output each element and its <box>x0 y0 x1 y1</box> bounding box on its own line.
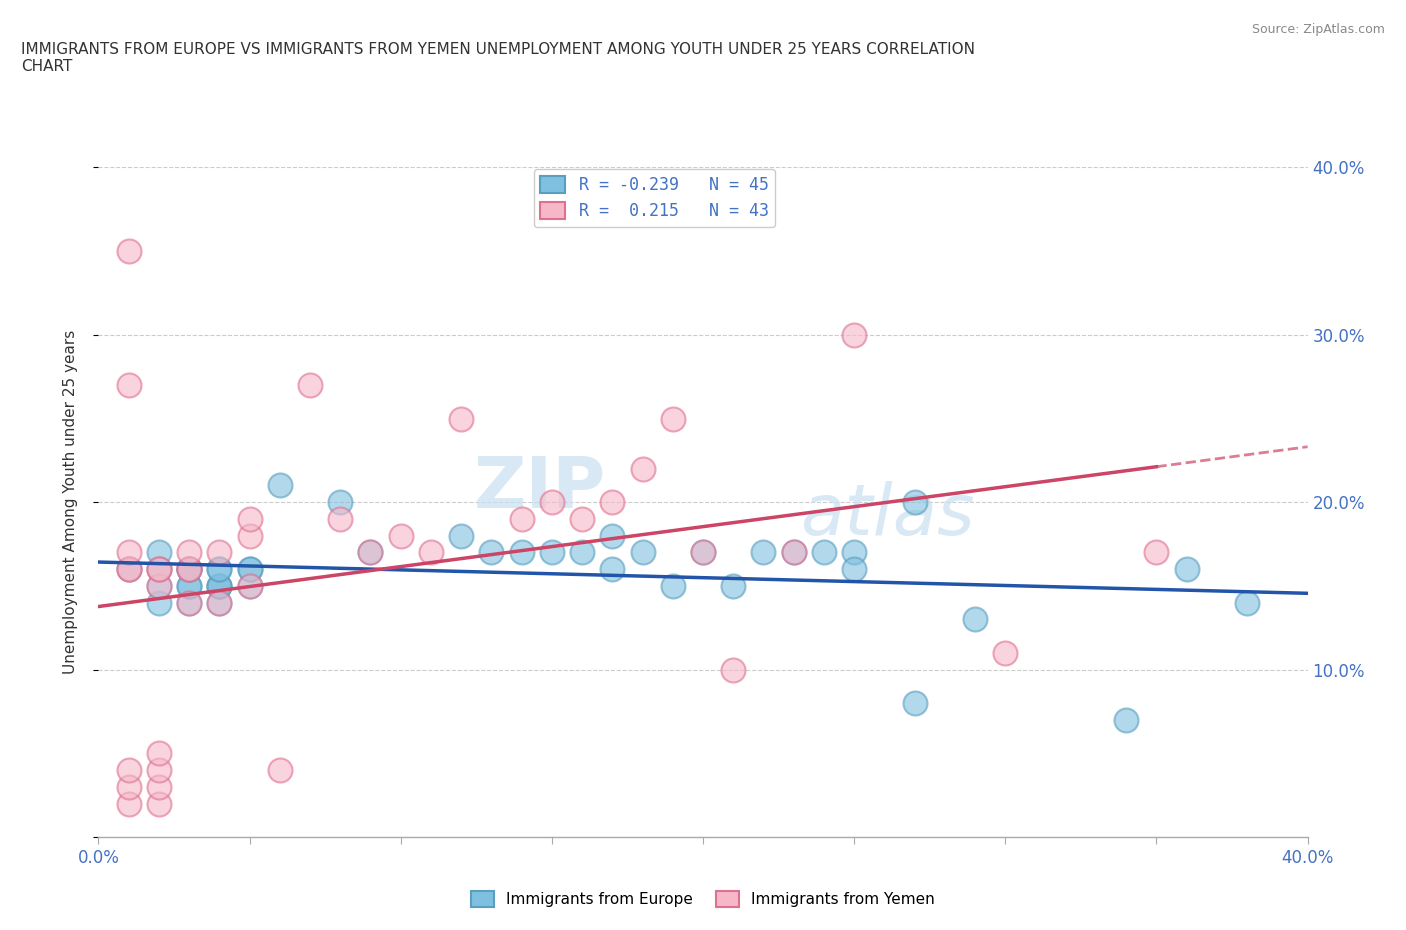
Point <box>179 562 201 577</box>
Point <box>723 662 745 677</box>
Point <box>844 562 866 577</box>
Text: atlas: atlas <box>800 481 974 550</box>
Point <box>510 512 533 526</box>
Point <box>360 545 382 560</box>
Point <box>723 578 745 593</box>
Point <box>602 528 624 543</box>
Point <box>904 696 927 711</box>
Point <box>148 746 170 761</box>
Point <box>752 545 775 560</box>
Point <box>208 578 231 593</box>
Point <box>208 578 231 593</box>
Point <box>148 796 170 811</box>
Point <box>662 578 685 593</box>
Point <box>148 779 170 794</box>
Point <box>118 562 141 577</box>
Point <box>148 562 170 577</box>
Point <box>208 595 231 610</box>
Point <box>783 545 806 560</box>
Point <box>208 578 231 593</box>
Point <box>844 327 866 342</box>
Point <box>631 545 654 560</box>
Point <box>450 528 472 543</box>
Point <box>571 512 593 526</box>
Point <box>269 763 291 777</box>
Point <box>239 578 262 593</box>
Point <box>360 545 382 560</box>
Point <box>118 562 141 577</box>
Point <box>510 545 533 560</box>
Point <box>602 495 624 510</box>
Point <box>179 595 201 610</box>
Point <box>662 411 685 426</box>
Point <box>148 595 170 610</box>
Point <box>118 796 141 811</box>
Point <box>965 612 987 627</box>
Point <box>118 763 141 777</box>
Point <box>148 763 170 777</box>
Point <box>118 562 141 577</box>
Point <box>994 645 1017 660</box>
Point <box>1144 545 1167 560</box>
Point <box>208 545 231 560</box>
Y-axis label: Unemployment Among Youth under 25 years: Unemployment Among Youth under 25 years <box>63 330 77 674</box>
Point <box>540 545 562 560</box>
Point <box>844 545 866 560</box>
Point <box>481 545 503 560</box>
Text: IMMIGRANTS FROM EUROPE VS IMMIGRANTS FROM YEMEN UNEMPLOYMENT AMONG YOUTH UNDER 2: IMMIGRANTS FROM EUROPE VS IMMIGRANTS FRO… <box>21 42 976 74</box>
Point <box>148 545 170 560</box>
Point <box>904 495 927 510</box>
Point <box>389 528 412 543</box>
Point <box>239 562 262 577</box>
Point <box>571 545 593 560</box>
Point <box>239 578 262 593</box>
Point <box>148 562 170 577</box>
Point <box>148 578 170 593</box>
Point <box>118 378 141 392</box>
Point <box>631 461 654 476</box>
Point <box>420 545 443 560</box>
Point <box>179 562 201 577</box>
Point <box>692 545 714 560</box>
Point <box>208 562 231 577</box>
Legend: R = -0.239   N = 45, R =  0.215   N = 43: R = -0.239 N = 45, R = 0.215 N = 43 <box>534 169 776 227</box>
Point <box>179 562 201 577</box>
Point <box>179 578 201 593</box>
Point <box>118 545 141 560</box>
Point <box>299 378 322 392</box>
Point <box>450 411 472 426</box>
Point <box>118 244 141 259</box>
Point <box>148 578 170 593</box>
Point <box>540 495 562 510</box>
Point <box>269 478 291 493</box>
Point <box>208 595 231 610</box>
Point <box>179 595 201 610</box>
Point <box>329 512 352 526</box>
Point <box>239 562 262 577</box>
Point <box>1175 562 1198 577</box>
Point <box>118 779 141 794</box>
Point <box>179 578 201 593</box>
Legend: Immigrants from Europe, Immigrants from Yemen: Immigrants from Europe, Immigrants from … <box>465 884 941 913</box>
Point <box>179 545 201 560</box>
Point <box>813 545 835 560</box>
Text: Source: ZipAtlas.com: Source: ZipAtlas.com <box>1251 23 1385 36</box>
Point <box>1115 712 1137 727</box>
Point <box>208 562 231 577</box>
Point <box>692 545 714 560</box>
Point <box>1236 595 1258 610</box>
Text: ZIP: ZIP <box>474 455 606 524</box>
Point <box>783 545 806 560</box>
Point <box>602 562 624 577</box>
Point <box>148 562 170 577</box>
Point <box>239 528 262 543</box>
Point <box>329 495 352 510</box>
Point <box>239 512 262 526</box>
Point <box>179 562 201 577</box>
Point <box>179 562 201 577</box>
